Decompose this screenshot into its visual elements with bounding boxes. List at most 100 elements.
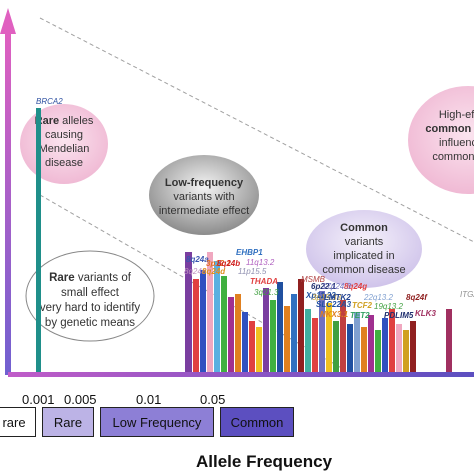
effect-size-axis — [5, 30, 11, 375]
gene-bar — [277, 282, 283, 372]
gene-bar — [319, 291, 325, 372]
gene-bars — [36, 108, 452, 372]
gene-label: 8q24g — [344, 282, 367, 291]
category-rare-label: Rare — [53, 414, 83, 430]
common-text-2: variants — [345, 236, 384, 248]
gene-bar — [340, 300, 346, 372]
rare-small-effect-bubble — [25, 250, 155, 342]
gene-bar — [284, 306, 290, 372]
gene-label: LMTK2 — [324, 293, 351, 302]
gene-label: 22q13.2 — [363, 293, 393, 302]
gene-bar — [347, 324, 353, 372]
gene-bar — [193, 279, 199, 372]
gene-label: 8q24a — [186, 255, 209, 264]
mendelian-bubble — [20, 104, 108, 184]
gene-bar — [242, 312, 248, 372]
freq-tick-005: 0.05 — [200, 392, 226, 407]
gene-label: PDLIM5 — [384, 311, 414, 320]
rare-small-text-3: very hard to identify — [40, 302, 141, 314]
gene-bar — [221, 276, 227, 372]
gene-label: BRCA2 — [36, 97, 63, 106]
gene-bar — [375, 330, 381, 372]
gene-label: NKX3.1 — [320, 310, 349, 319]
rare-small-text-2: small effect — [61, 287, 120, 299]
high-effect-bubble — [408, 86, 474, 194]
gene-bar — [207, 252, 213, 372]
gene-label: 8q24d — [202, 267, 226, 276]
gene-bar — [410, 321, 416, 372]
gene-bar — [389, 309, 395, 372]
gene-bar — [361, 327, 367, 372]
axis-arrow-head — [0, 8, 16, 34]
gene-bar — [214, 261, 220, 372]
freq-tick-0005: 0.005 — [64, 392, 97, 407]
category-common-label: Common — [230, 414, 284, 430]
gene-label: 8q24f — [406, 293, 428, 302]
common-text-3: implicated in — [333, 250, 394, 262]
lowfreq-text-1: Low-frequency — [165, 177, 244, 189]
higheffect-text-2: common va — [425, 123, 474, 135]
gene-label: 3p12.1 — [206, 259, 231, 268]
gene-bar — [200, 270, 206, 372]
gene-bar — [291, 294, 297, 372]
category-very-rare: rare — [0, 407, 36, 437]
gene-bar — [228, 297, 234, 372]
gene-label: EHBP1 — [236, 248, 263, 257]
gene-label: MSMB — [301, 275, 326, 284]
gene-bar — [312, 318, 318, 372]
gene-bar — [403, 330, 409, 372]
gene-label: 3p15.33 — [312, 293, 341, 302]
gene-label: KLK3 — [415, 309, 436, 318]
gene-bar — [249, 321, 255, 372]
gene-label: 8q24b — [217, 259, 240, 268]
gene-bar — [263, 288, 269, 372]
gene-bar — [256, 327, 262, 372]
gene-label: 8q24c — [184, 267, 206, 276]
gene-bar — [305, 309, 311, 372]
gene-label: 11p15.5 — [238, 267, 267, 276]
gene-label: THADA — [250, 277, 278, 286]
gene-label: 19q13.2 — [374, 302, 403, 311]
category-rare: Rare — [42, 407, 94, 437]
gene-label: 3q21.3 — [254, 288, 279, 297]
gene-label: ITGA6 — [460, 290, 474, 299]
gene-bar — [368, 315, 374, 372]
gene-bar — [354, 312, 360, 372]
gene-bar — [298, 279, 304, 372]
gene-label: TCF2 — [352, 301, 373, 310]
common-text-4: common disease — [322, 264, 405, 276]
freq-tick-001: 0.01 — [136, 392, 162, 407]
low-frequency-bubble — [149, 155, 259, 235]
rare-small-text-4: by genetic means — [45, 317, 135, 329]
gene-bar — [270, 300, 276, 372]
baseline-bar — [8, 372, 474, 377]
x-axis-title: Allele Frequency — [196, 452, 333, 471]
gene-label: SLC22A3 — [316, 300, 352, 309]
mendelian-text-2: causing — [45, 129, 83, 141]
gene-label: 17p24.3 — [322, 282, 351, 291]
gene-bar — [185, 252, 192, 372]
gene-label: 11q13.2 — [246, 258, 275, 267]
mendelian-text-1: Rare alleles — [35, 115, 94, 127]
lowfreq-text-2: variants with — [173, 191, 234, 203]
lower-dashed-guide — [39, 194, 346, 371]
gene-bar — [382, 318, 388, 372]
gene-label: 6p22.1 — [311, 282, 336, 291]
higheffect-text-1: High-eff — [439, 109, 474, 121]
mendelian-text-3: Mendelian — [39, 143, 90, 155]
gene-bar — [396, 324, 402, 372]
upper-dashed-guide — [39, 17, 474, 243]
common-text-1: Common — [340, 222, 388, 234]
mendelian-text-4: disease — [45, 157, 83, 169]
category-very-rare-label: rare — [2, 414, 26, 430]
gene-bar — [446, 309, 452, 372]
category-common: Common — [220, 407, 294, 437]
gene-bar — [326, 303, 332, 372]
category-low-frequency-label: Low Frequency — [112, 414, 202, 430]
gene-label: TET2 — [350, 311, 370, 320]
higheffect-text-3: influenc — [439, 137, 474, 149]
freq-tick-0001: 0.001 — [22, 392, 55, 407]
rare-small-text-1: Rare variants of — [49, 272, 132, 284]
